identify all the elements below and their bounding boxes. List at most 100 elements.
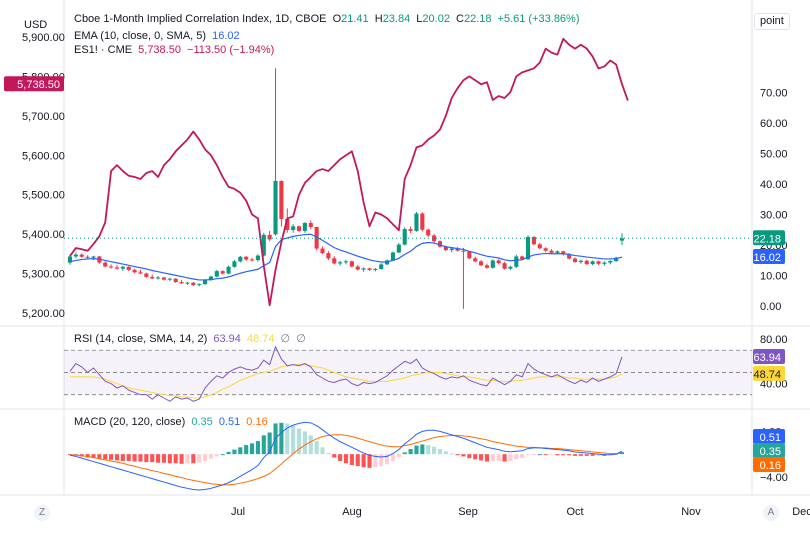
candle-body	[402, 229, 407, 245]
macd-hist-bar	[103, 454, 108, 460]
macd-hist-bar	[285, 423, 290, 455]
candle-body	[179, 282, 184, 284]
candle-body	[103, 262, 108, 267]
ema-label: EMA (10, close, 0, SMA, 5)	[74, 30, 207, 42]
candle-body	[525, 236, 531, 260]
x-axis-tick: Dec	[792, 506, 810, 518]
macd-hist-bar	[426, 445, 431, 455]
candle-body	[514, 256, 519, 267]
main-legend: Cboe 1-Month Implied Correlation Index, …	[74, 13, 583, 26]
macd-legend[interactable]: MACD (20, 120, close) 0.35 0.51 0.16	[74, 416, 271, 429]
candle-body	[420, 213, 425, 230]
left-axis-tick: 5,900.00	[22, 32, 65, 44]
auto-scale-button[interactable]: A	[763, 505, 779, 521]
macd-hist-bar	[490, 454, 495, 461]
candle-body	[138, 272, 143, 274]
es1-line	[69, 37, 629, 307]
macd-hist-bar	[114, 454, 120, 461]
macd-badge-text: 0.51	[760, 432, 781, 444]
ema-badge-text: 16.02	[753, 252, 781, 264]
candle-body	[296, 226, 302, 231]
candle-body	[320, 248, 325, 254]
candle-body	[273, 180, 278, 235]
timezone-button[interactable]: Z	[34, 505, 50, 521]
candle-body	[543, 248, 548, 251]
rsi-label: RSI (14, close, SMA, 14, 2)	[74, 333, 208, 345]
macd-hist-bar	[408, 449, 413, 455]
candle-body	[608, 261, 613, 263]
candle-body	[561, 251, 566, 255]
candle-body	[349, 261, 354, 267]
macd-hist-bar	[584, 454, 589, 456]
candle-body	[578, 260, 583, 262]
symbol-title[interactable]: Cboe 1-Month Implied Correlation Index, …	[74, 13, 327, 25]
macd-hist-bar	[402, 452, 407, 455]
candle-body	[226, 266, 231, 274]
macd-hist-bar	[496, 454, 501, 461]
macd-hist-bar	[314, 441, 319, 455]
rsi-legend[interactable]: RSI (14, close, SMA, 14, 2) 63.94 48.74 …	[74, 333, 309, 346]
macd-hist-bar	[531, 454, 536, 456]
candle-body	[355, 266, 360, 270]
candle-body	[332, 258, 337, 264]
macd-hist-bar	[343, 454, 349, 464]
macd-hist-bar	[226, 451, 231, 455]
macd-hist-badge-text: 0.35	[760, 446, 781, 458]
left-axis-tick: 5,400.00	[22, 229, 65, 241]
rsi-value: 63.94	[213, 333, 241, 345]
candle-body	[126, 266, 131, 270]
macd-hist-bar	[473, 454, 478, 460]
macd-hist-bar	[308, 435, 313, 455]
left-axis-tick: 5,600.00	[22, 150, 65, 162]
macd-hist-bar	[508, 454, 513, 461]
candle-body	[326, 253, 331, 259]
rsi-sma-value: 48.74	[246, 333, 275, 345]
macd-hist-bar	[120, 454, 125, 461]
scale-button[interactable]: point	[754, 13, 790, 30]
candle-body	[185, 282, 190, 284]
right-axis-tick: 10.00	[760, 270, 788, 282]
rsi-badge-text: 63.94	[753, 352, 781, 364]
candle-body	[555, 251, 560, 253]
candle-body	[443, 246, 448, 251]
macd-hist-bar	[443, 451, 448, 455]
macd-hist-bar	[144, 454, 149, 463]
macd-hist-bar	[396, 454, 401, 457]
candle-body	[91, 256, 96, 258]
es-label: ES1! · CME	[74, 44, 133, 56]
macd-hist-bar	[208, 454, 213, 459]
macd-hist-bar	[185, 454, 190, 464]
candle-body	[308, 222, 313, 227]
ema-value: 16.02	[212, 30, 240, 42]
candle-body	[473, 258, 478, 262]
es-legend[interactable]: ES1! · CME 5,738.50 −113.50 (−1.94%)	[74, 44, 277, 57]
rsi-sma-badge-text: 48.74	[753, 369, 781, 381]
candle-body	[508, 266, 513, 269]
candle-body	[361, 268, 366, 270]
candle-body	[244, 256, 249, 260]
candle-body	[426, 229, 431, 236]
candle-body	[167, 278, 172, 280]
close-badge	[753, 230, 785, 246]
macd-hist-bar	[73, 454, 78, 456]
ema-legend[interactable]: EMA (10, close, 0, SMA, 5) 16.02	[74, 30, 243, 43]
rsi-axis-tick: 80.00	[760, 334, 788, 346]
candle-body	[232, 261, 237, 267]
candle-body	[156, 277, 161, 279]
macd-hist-bar	[220, 454, 225, 456]
close-badge-text: 22.18	[753, 233, 781, 245]
candle-body	[496, 260, 501, 264]
candle-body	[596, 261, 601, 264]
candle-body	[144, 273, 149, 277]
candle-body	[467, 251, 472, 259]
macd-hist-bar	[390, 454, 396, 461]
macd-hist-bar	[537, 454, 542, 456]
currency-label: USD	[24, 19, 48, 31]
macd-signal-line	[69, 434, 623, 486]
candle-body	[549, 250, 554, 253]
macd-hist-bar	[437, 449, 443, 455]
macd-hist-bar	[244, 445, 249, 455]
macd-hist-bar	[567, 454, 572, 456]
candle-body	[285, 219, 290, 230]
